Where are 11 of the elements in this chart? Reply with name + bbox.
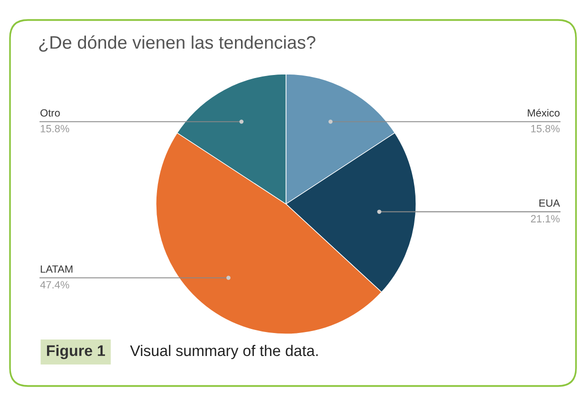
slice-label: México [528,108,560,117]
data-label: 15.8% [531,124,560,132]
slice-label: LATAM [40,265,72,273]
data-label: 21.1% [530,215,560,222]
chart-title: ¿De dónde vienen las tendencias? [39,35,316,52]
data-label: 47.4% [40,281,70,288]
caption: Figure 1 [47,344,105,360]
slice-label: EUA [539,199,560,207]
data-label: 15.8% [40,124,70,132]
text: Visual summary of the data. [130,344,318,360]
slice-label: Otro [40,109,60,117]
